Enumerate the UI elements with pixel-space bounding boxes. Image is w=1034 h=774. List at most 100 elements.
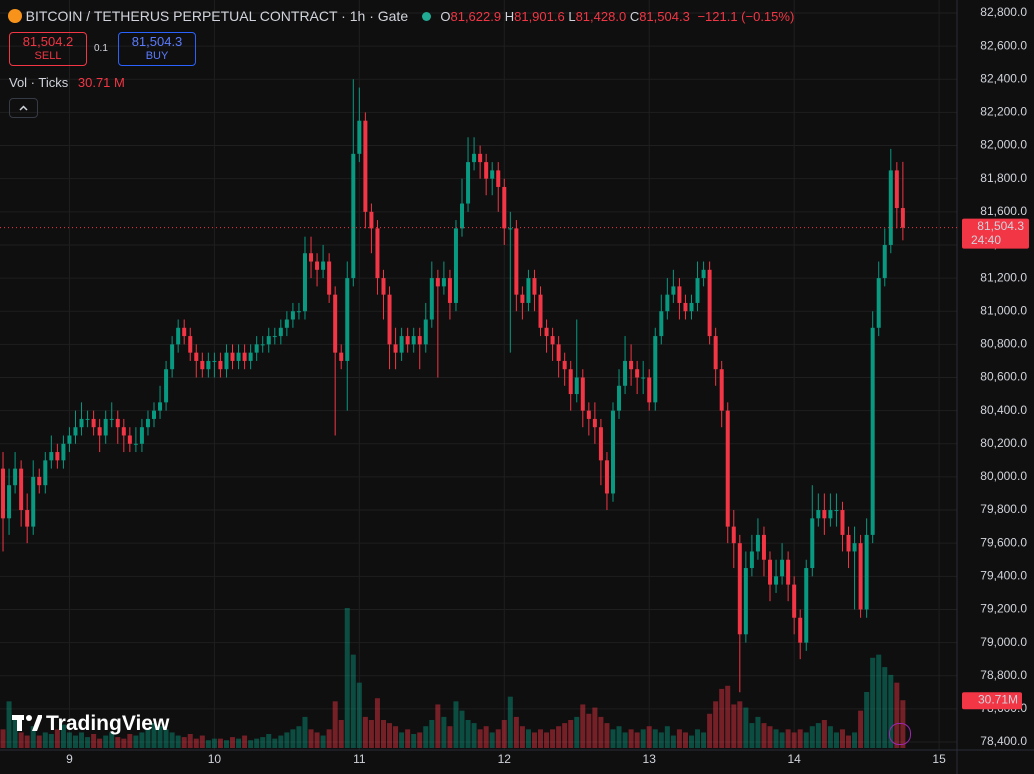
volume-bar — [393, 726, 399, 748]
y-tick-label: 81,600.0 — [980, 204, 1027, 218]
volume-bar — [435, 704, 441, 748]
volume-bar — [604, 723, 610, 748]
volume-bar — [308, 729, 314, 748]
candle-body — [502, 186, 507, 229]
candle-body — [484, 162, 489, 179]
buy-label: BUY — [145, 50, 169, 62]
candle-body — [127, 435, 132, 444]
buy-button[interactable]: 81,504.3 BUY — [118, 32, 196, 66]
candle-body — [339, 352, 344, 361]
volume-bar — [791, 732, 797, 748]
candle-body — [266, 336, 271, 345]
candle-body — [858, 543, 863, 610]
candle-body — [133, 443, 138, 445]
header-row: BITCOIN / TETHERUS PERPETUAL CONTRACT · … — [8, 8, 794, 24]
sell-label: SELL — [34, 50, 62, 62]
candle-body — [164, 369, 169, 403]
volume-bar — [272, 738, 278, 748]
candle-body — [514, 228, 519, 295]
candle-body — [387, 294, 392, 345]
candle-body — [284, 319, 289, 328]
volume-bar — [181, 737, 187, 748]
volume-bar — [846, 735, 852, 748]
flash-button[interactable] — [889, 723, 911, 745]
collapse-button[interactable] — [9, 98, 38, 118]
candle-body — [689, 302, 694, 312]
chevron — [19, 105, 28, 111]
y-tick-label: 80,400.0 — [980, 403, 1027, 417]
candle-body — [816, 510, 821, 519]
candle-body — [894, 170, 899, 209]
volume-bar — [513, 716, 519, 748]
candle-body — [641, 377, 646, 379]
volume-bar — [163, 729, 169, 748]
candle-body — [526, 278, 531, 303]
candle-body — [453, 228, 458, 303]
volume-bar — [12, 716, 18, 748]
volume-bar — [664, 726, 670, 748]
candle-body — [719, 369, 724, 411]
candle-body — [97, 427, 102, 436]
candle-body — [743, 568, 748, 635]
volume-bar — [773, 729, 779, 748]
volume-bar — [743, 707, 749, 748]
volume-bar — [423, 726, 429, 748]
volume-bar — [821, 720, 827, 748]
sell-price: 81,504.2 — [22, 34, 74, 49]
candle-body — [393, 344, 398, 353]
volume-bar — [254, 738, 260, 748]
volume-bar — [18, 732, 24, 748]
candle-body — [405, 336, 410, 345]
y-tick-label: 82,600.0 — [980, 38, 1027, 52]
y-tick-label: 79,600.0 — [980, 535, 1027, 549]
coin-icon — [8, 9, 22, 23]
candle-body — [755, 534, 760, 552]
sell-button[interactable]: 81,504.2 SELL — [9, 32, 87, 66]
candle-body — [768, 559, 773, 585]
candle-body — [544, 327, 549, 337]
spread: 0.1 — [94, 43, 108, 54]
volume-bar — [91, 734, 97, 748]
candle-body — [200, 360, 205, 370]
volume-bar — [453, 701, 459, 748]
candle-body — [67, 435, 72, 444]
volume-bar — [882, 667, 888, 748]
candle-body — [586, 410, 591, 419]
x-tick-label: 13 — [643, 752, 657, 766]
logo-text: TradingView — [46, 712, 170, 735]
candle-body — [61, 443, 66, 461]
volume-bar — [550, 729, 556, 748]
last-volume-box — [962, 692, 1022, 710]
candle-body — [761, 534, 766, 560]
volume-bar — [640, 729, 646, 748]
volume-bar — [24, 735, 30, 748]
ohlc-value: 81,428.0 — [575, 9, 627, 24]
volume-bar — [109, 732, 115, 748]
candle-body — [840, 510, 845, 535]
candle-body — [43, 460, 48, 486]
volume-bar — [852, 732, 858, 748]
volume-bar — [815, 723, 821, 748]
candle-body — [369, 211, 374, 229]
y-tick-label: 82,400.0 — [980, 71, 1027, 85]
volume-bar — [0, 729, 6, 748]
volume-bar — [139, 732, 145, 748]
candle-body — [900, 208, 905, 228]
candle-body — [580, 377, 585, 411]
candle-body — [786, 559, 791, 585]
volume-bar — [483, 726, 489, 748]
candle-body — [435, 278, 440, 287]
volume-bar — [495, 729, 501, 748]
y-tick-label: 82,000.0 — [980, 138, 1027, 152]
candle-body — [846, 534, 851, 552]
candle-body — [302, 253, 307, 312]
ohlc-value: 81,504.3 — [639, 9, 690, 24]
candle-body — [139, 427, 144, 444]
volume-bar — [314, 732, 320, 748]
symbol-title: BITCOIN / TETHERUS PERPETUAL CONTRACT · … — [25, 8, 409, 24]
volume-bar — [127, 734, 133, 748]
y-tick-label: 80,200.0 — [980, 436, 1027, 450]
candle-body — [774, 576, 779, 585]
last-price-label: 81,504.3 — [977, 219, 1024, 233]
candle-body — [562, 360, 567, 370]
